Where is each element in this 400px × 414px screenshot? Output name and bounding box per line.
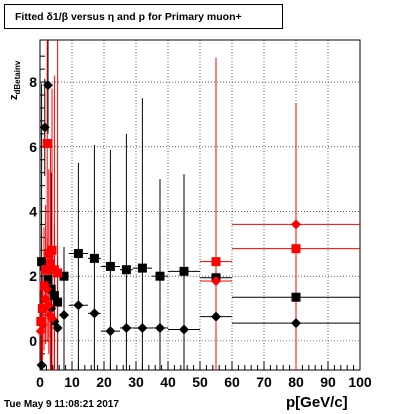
diamond-marker	[59, 310, 69, 320]
diamond-marker	[37, 319, 48, 330]
diamond-marker	[73, 300, 84, 311]
x-tick-label: 10	[64, 374, 80, 390]
x-tick-label: 80	[288, 374, 304, 390]
square-marker	[291, 244, 301, 254]
square-marker	[49, 291, 59, 301]
square-marker	[39, 281, 49, 291]
x-tick-label: 40	[160, 374, 176, 390]
diamond-marker	[211, 311, 221, 322]
diamond-marker	[43, 300, 54, 311]
square-marker	[105, 261, 115, 271]
square-marker	[137, 263, 147, 273]
y-axis-title-main: z	[8, 94, 20, 101]
square-marker	[291, 292, 301, 302]
y-tick-label: 8	[29, 74, 37, 90]
x-tick-label: 0	[36, 374, 44, 390]
square-marker	[121, 265, 131, 275]
square-marker	[53, 268, 63, 278]
square-marker	[179, 266, 189, 276]
data-markers	[35, 80, 301, 371]
square-marker	[89, 253, 99, 263]
diamond-marker	[291, 219, 301, 230]
diamond-marker	[155, 322, 165, 333]
diamond-marker	[211, 276, 221, 287]
timestamp: Tue May 9 11:08:21 2017	[4, 399, 119, 410]
diamond-marker	[105, 326, 116, 337]
square-marker	[43, 274, 53, 284]
diamond-marker	[291, 318, 301, 329]
square-marker	[53, 297, 63, 307]
x-tick-label: 60	[224, 374, 240, 390]
diamond-marker	[137, 322, 148, 333]
square-marker	[211, 257, 221, 267]
square-marker	[47, 245, 57, 255]
square-marker	[73, 249, 83, 259]
diamond-marker	[43, 80, 53, 91]
diamond-marker	[52, 322, 63, 333]
y-tick-label: 6	[29, 139, 37, 155]
y-tick-label: 4	[29, 203, 37, 219]
diamond-marker	[36, 360, 47, 371]
square-marker	[42, 139, 52, 149]
square-marker	[41, 265, 51, 275]
grid-lines	[40, 40, 360, 370]
square-marker	[59, 271, 69, 281]
chart-title: Fitted δ1/β versus η and p for Primary m…	[4, 4, 283, 29]
y-tick-label: 2	[29, 268, 37, 284]
diamond-marker	[179, 324, 189, 335]
x-axis-title: p[GeV/c]	[286, 394, 348, 411]
x-tick-label: 100	[348, 374, 372, 390]
y-tick-label: 0	[29, 333, 37, 349]
y-axis-title: zdBetainv	[8, 61, 22, 100]
x-tick-label: 50	[192, 374, 208, 390]
square-marker	[45, 258, 55, 268]
square-marker	[155, 271, 165, 281]
y-axis-title-sub: dBetainv	[13, 60, 23, 95]
x-tick-label: 20	[96, 374, 112, 390]
x-tick-label: 70	[256, 374, 272, 390]
diamond-marker	[42, 284, 53, 295]
diamond-marker	[39, 122, 50, 133]
diamond-marker	[89, 308, 100, 319]
x-tick-label: 90	[320, 374, 336, 390]
diamond-marker	[121, 322, 132, 333]
diamond-marker	[47, 313, 57, 324]
square-marker	[37, 257, 47, 267]
x-tick-label: 30	[128, 374, 144, 390]
